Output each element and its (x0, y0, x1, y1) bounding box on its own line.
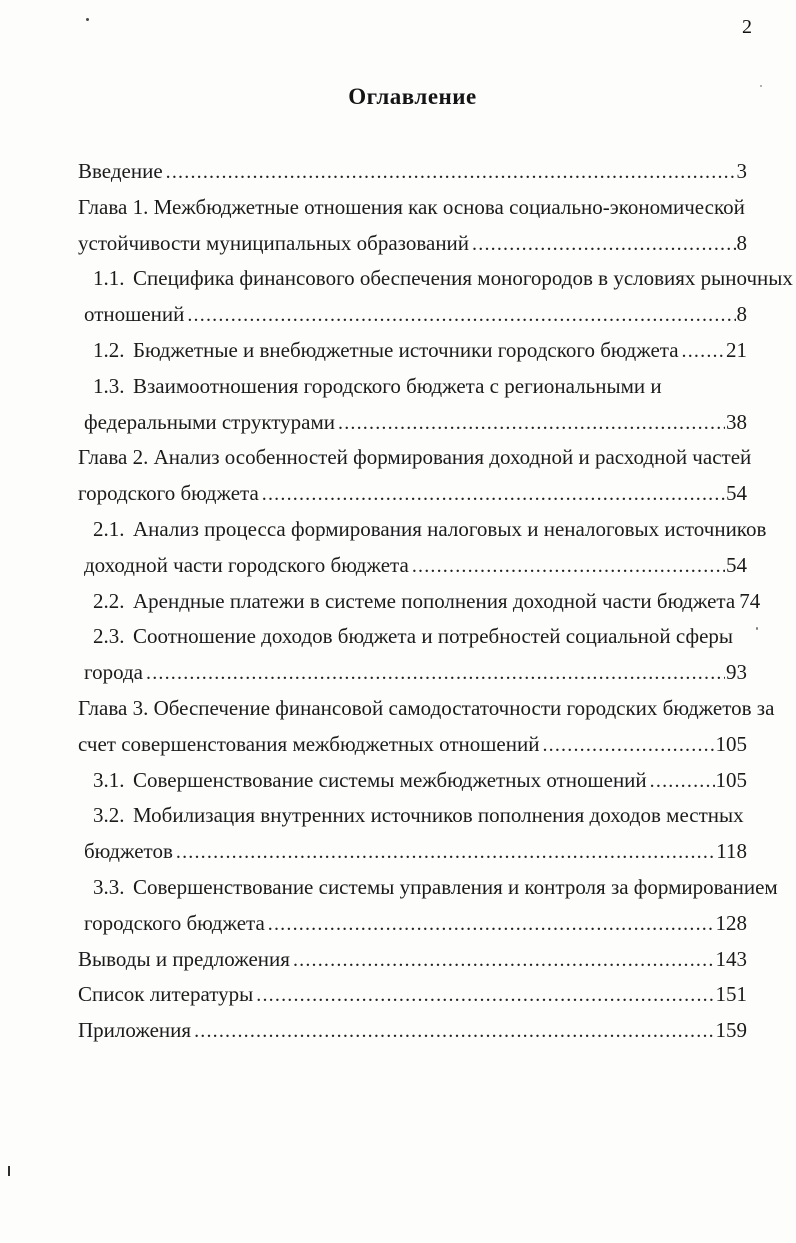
toc-entry-number: 3.1. (93, 767, 125, 792)
toc-list: Введение 3 Глава 1. Межбюджетные отношен… (78, 154, 793, 1049)
toc-line: города 93 (78, 655, 747, 691)
dot-leader (542, 727, 714, 764)
toc-page-ref: 54 (726, 481, 747, 506)
toc-line: устойчивости муниципальных образований 8 (78, 226, 747, 262)
toc-line: 1.1. Специфика финансового обеспечения м… (78, 261, 793, 297)
toc-page-ref: 151 (715, 982, 748, 1007)
page-number: 2 (742, 16, 752, 38)
toc-entry-text: Список литературы (78, 982, 254, 1007)
dot-leader (194, 1013, 714, 1050)
toc-entry-text: бюджетов (84, 839, 173, 864)
toc-entry-number: 2.2. (93, 588, 125, 613)
toc-page-ref: 74 (739, 588, 761, 613)
dot-leader (268, 906, 715, 943)
toc-line: счет совершенстования межбюджетных отнош… (78, 727, 747, 763)
toc-page-ref: 143 (715, 946, 748, 971)
toc-entry-text: Арендные платежи в системе пополнения до… (133, 588, 736, 613)
toc-line: Глава 2. Анализ особенностей формировани… (78, 440, 751, 476)
scan-artifact-dot (760, 85, 762, 87)
toc-entry-text: Бюджетные и внебюджетные источники город… (133, 337, 679, 362)
toc-page-ref: 93 (726, 660, 747, 685)
toc-entry-text: устойчивости муниципальных образований (78, 230, 470, 255)
toc-entry-text: Введение (78, 159, 163, 183)
toc-line: Выводы и предложения 143 (78, 942, 747, 978)
toc-page-ref: 38 (726, 409, 747, 434)
toc-line: 2.3. Соотношение доходов бюджета и потре… (78, 619, 747, 655)
toc-entry-text: городского бюджета (78, 481, 259, 506)
toc-line: Приложения 159 (78, 1013, 747, 1049)
toc-entry-text: городского бюджета (84, 910, 265, 935)
toc-line: 1.3. Взаимоотношения городского бюджета … (78, 369, 747, 405)
toc-page-ref: 54 (726, 552, 747, 577)
dot-leader (293, 942, 715, 979)
toc-entry-text: Взаимоотношения городского бюджета с рег… (133, 373, 662, 398)
toc-entry-number: 3.2. (93, 803, 125, 828)
dot-leader (256, 977, 714, 1014)
toc-page-ref: 8 (736, 302, 748, 327)
scan-artifact-dot (756, 627, 758, 630)
toc-page-ref: 8 (736, 230, 748, 255)
toc-entry-number: 1.3. (93, 373, 125, 398)
toc-page-ref: 21 (726, 337, 747, 362)
dot-leader (187, 297, 735, 334)
toc-line: городского бюджета 54 (78, 476, 747, 512)
toc-entry-number: 2.1. (93, 516, 125, 541)
page-title: Оглавление (348, 84, 477, 109)
toc-page-ref: 105 (715, 767, 748, 792)
toc-line: отношений 8 (78, 297, 747, 333)
toc-entry-text: отношений (84, 302, 185, 327)
dot-leader (146, 655, 725, 692)
dot-leader (412, 548, 725, 585)
toc-line: 3.3. Совершенствование системы управлени… (78, 870, 778, 906)
toc-page-ref: 159 (715, 1018, 748, 1043)
toc-entry-text: Соотношение доходов бюджета и потребност… (133, 624, 733, 649)
toc-line: 3.2. Мобилизация внутренних источников п… (78, 798, 747, 834)
toc-entry-text: города (84, 660, 143, 685)
toc-line: Список литературы 151 (78, 977, 747, 1013)
toc-line: 2.1. Анализ процесса формирования налого… (78, 512, 766, 548)
toc-line: городского бюджета 128 (78, 906, 747, 942)
toc-entry-text: Глава 3. Обеспечение финансовой самодост… (78, 695, 775, 720)
dot-leader (682, 333, 725, 370)
toc-line: Глава 1. Межбюджетные отношения как осно… (78, 190, 747, 226)
toc-entry-text: Приложения (78, 1018, 192, 1043)
dot-leader (166, 154, 736, 191)
dot-leader (472, 226, 735, 263)
scan-artifact-tick (8, 1166, 10, 1176)
toc-entry-text: Анализ процесса формирования налоговых и… (133, 516, 767, 541)
toc-entry-text: Специфика финансового обеспечения моного… (133, 266, 793, 291)
toc-line: 2.2. Арендные платежи в системе пополнен… (78, 584, 760, 620)
toc-entry-text: Глава 1. Межбюджетные отношения как осно… (78, 194, 745, 219)
toc-line: Введение 3 (78, 154, 747, 190)
toc-page-ref: 128 (715, 910, 748, 935)
toc-line: бюджетов 118 (78, 834, 747, 870)
toc-line: Глава 3. Обеспечение финансовой самодост… (78, 691, 774, 727)
toc-entry-text: Совершенствование системы межбюджетных о… (133, 767, 647, 792)
toc-page-ref: 105 (715, 731, 748, 756)
scan-artifact-dot (86, 18, 89, 21)
toc-entry-text: Мобилизация внутренних источников пополн… (133, 803, 744, 828)
dot-leader (650, 763, 715, 800)
toc-line: доходной части городского бюджета 54 (78, 548, 747, 584)
toc-entry-text: счет совершенстования межбюджетных отнош… (78, 731, 540, 756)
toc-page-ref: 3 (736, 159, 748, 183)
toc-entry-text: Совершенствование системы управления и к… (133, 874, 778, 899)
toc-entry-number: 3.3. (93, 874, 125, 899)
toc-entry-text: Глава 2. Анализ особенностей формировани… (78, 445, 752, 470)
toc-line: 1.2. Бюджетные и внебюджетные источники … (78, 333, 747, 369)
dot-leader (176, 834, 715, 871)
toc-entry-text: доходной части городского бюджета (84, 552, 409, 577)
toc-entry-number: 2.3. (93, 624, 125, 649)
toc-line: 3.1. Совершенствование системы межбюджет… (78, 763, 747, 799)
toc-page-ref: 118 (716, 839, 747, 864)
toc-entry-number: 1.1. (93, 266, 125, 291)
dot-leader (338, 405, 725, 442)
toc-entry-number: 1.2. (93, 337, 125, 362)
dot-leader (262, 476, 725, 513)
toc-entry-text: Выводы и предложения (78, 946, 290, 971)
toc-line: федеральными структурами 38 (78, 405, 747, 441)
toc-entry-text: федеральными структурами (84, 409, 335, 434)
page-content: Оглавление Введение 3 Глава 1. Межбюджет… (0, 0, 796, 1049)
